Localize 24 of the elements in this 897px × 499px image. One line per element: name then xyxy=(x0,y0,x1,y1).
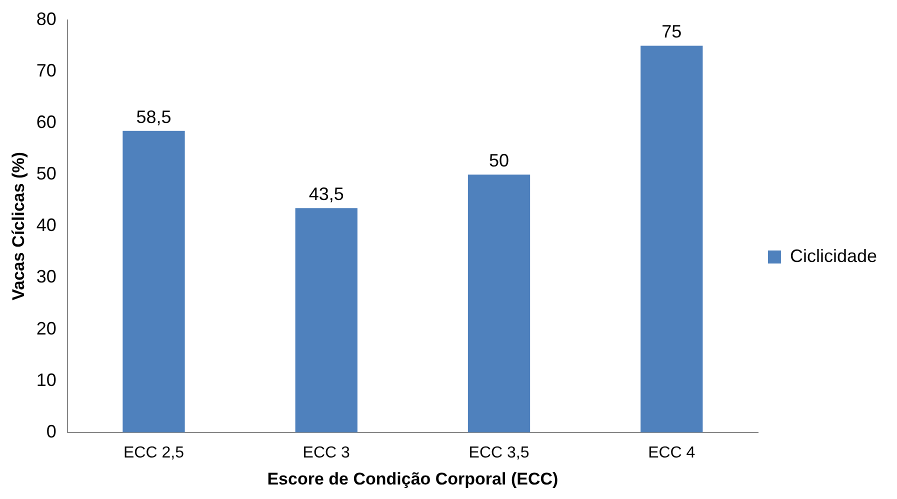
x-tick-label: ECC 3,5 xyxy=(468,444,530,462)
x-tick-label: ECC 4 xyxy=(648,444,696,462)
y-tick-label: 30 xyxy=(36,266,56,287)
y-tick-label: 40 xyxy=(36,215,56,236)
y-tick-label: 10 xyxy=(36,370,56,390)
y-tick-label: 70 xyxy=(36,60,56,81)
data-label: 58,5 xyxy=(136,106,172,127)
x-axis-title: Escore de Condição Corporal (ECC) xyxy=(267,469,558,488)
data-label: 50 xyxy=(488,150,510,171)
y-tick-label: 80 xyxy=(36,8,56,29)
bar xyxy=(295,208,358,432)
bar xyxy=(640,46,703,432)
x-tick-label: ECC 2,5 xyxy=(124,444,184,462)
y-tick-label: 50 xyxy=(36,164,56,184)
y-tick-label: 20 xyxy=(36,318,56,338)
y-tick-label: 60 xyxy=(36,112,56,132)
x-tick-label: ECC 3 xyxy=(302,444,350,462)
data-label: 43,5 xyxy=(308,184,344,204)
bar xyxy=(468,174,530,432)
y-axis-title: Vacas Cíclicas (%) xyxy=(8,152,28,300)
y-tick-label: 0 xyxy=(46,421,56,442)
legend-label: Ciclicidade xyxy=(790,246,878,266)
bar xyxy=(122,130,185,432)
data-label: 75 xyxy=(662,22,682,42)
